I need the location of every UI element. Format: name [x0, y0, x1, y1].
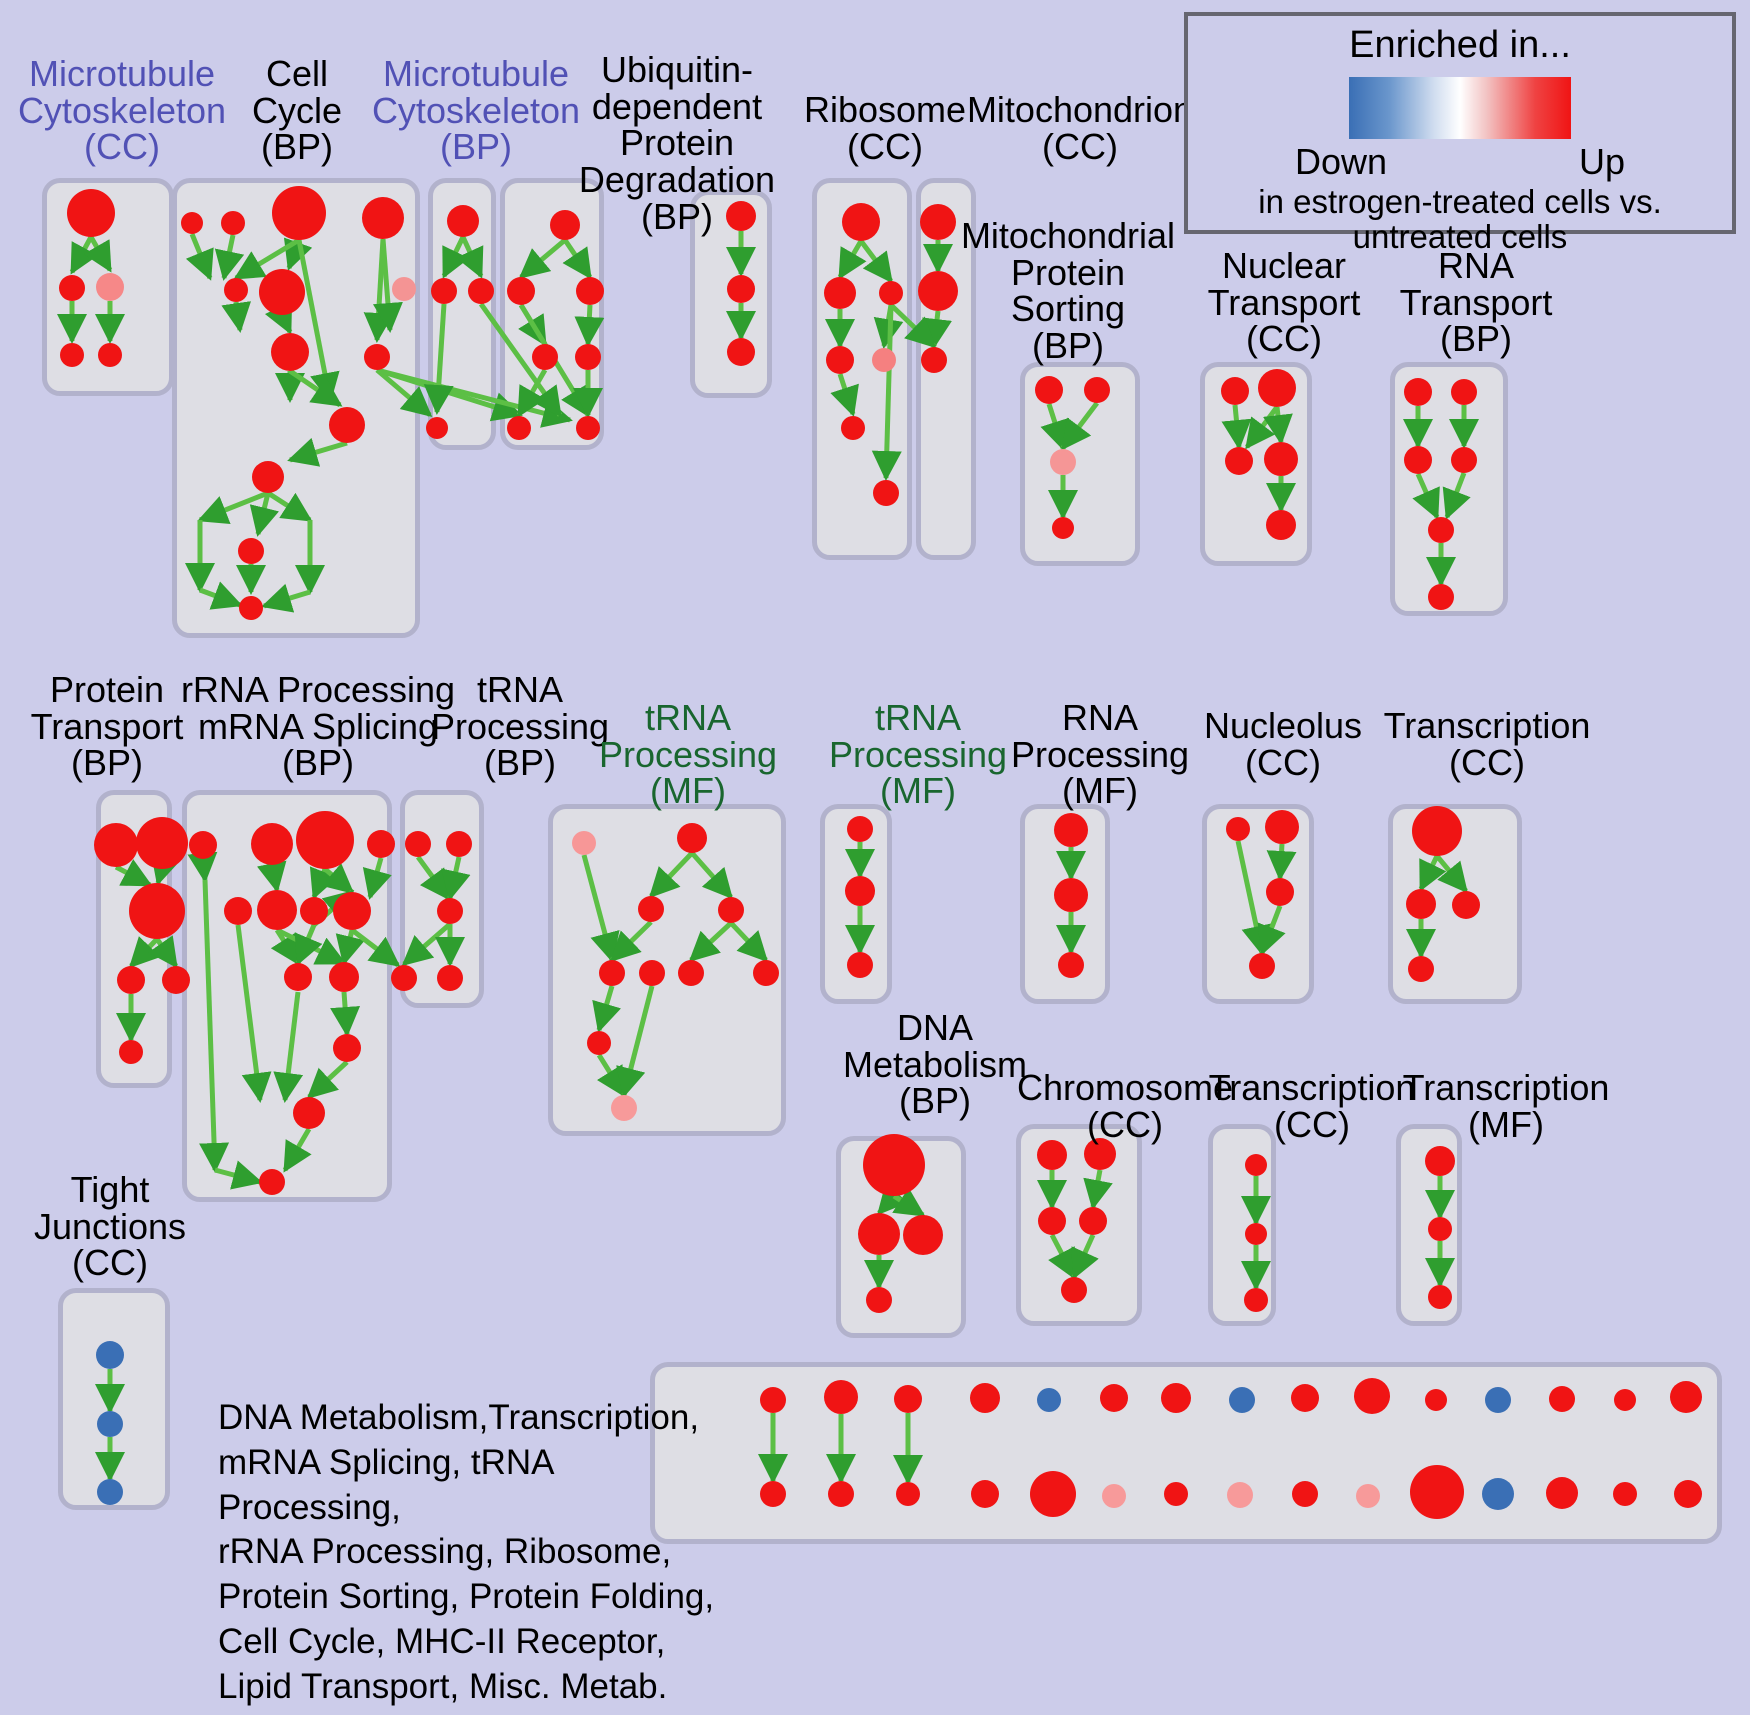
- cluster-label-trna-processing-mf-2: tRNA Processing (MF): [828, 697, 1008, 812]
- box-nucleolus: [1202, 804, 1314, 1004]
- cluster-label-transcription-mf: Transcription (MF): [1402, 1067, 1610, 1145]
- cluster-label-transcription-cc-top: Transcription (CC): [1383, 705, 1591, 783]
- box-trna-bp: [400, 790, 484, 1008]
- cluster-label-trna-processing-mf-1: tRNA Processing (MF): [598, 697, 778, 812]
- legend-title: Enriched in...: [1349, 24, 1571, 66]
- box-ribosome: [812, 178, 912, 560]
- cluster-label-ribosome-cc: Ribosome (CC): [803, 89, 967, 167]
- box-transcription-cc-bottom: [1208, 1124, 1276, 1326]
- box-microtubule-bp: [428, 178, 496, 450]
- legend-panel: Enriched in... Down Up in estrogen-treat…: [1184, 12, 1736, 254]
- box-protein-transport: [96, 790, 172, 1088]
- box-trna-mf-2: [820, 804, 892, 1004]
- legend-colorbar: [1349, 77, 1571, 139]
- cluster-label-rrna-processing-mrna-splicing-bp: rRNA Processing mRNA Splicing (BP): [180, 669, 456, 784]
- cluster-label-transcription-cc-bottom: Transcription (CC): [1208, 1067, 1416, 1145]
- cluster-label-nucleolus-cc: Nucleolus (CC): [1203, 705, 1363, 783]
- box-transcription-cc-top: [1388, 804, 1522, 1004]
- cluster-label-trna-processing-bp: tRNA Processing (BP): [430, 669, 610, 784]
- cluster-label-rna-processing-mf: RNA Processing (MF): [1010, 697, 1190, 812]
- box-misc: [650, 1362, 1722, 1544]
- box-dna-metabolism: [836, 1136, 966, 1338]
- box-mito-sorting: [1020, 362, 1140, 566]
- box-transcription-mf: [1396, 1124, 1462, 1326]
- legend-endpoints: Down Up: [1295, 141, 1625, 183]
- misc-cluster-text: DNA Metabolism,Transcription, mRNA Splic…: [218, 1398, 715, 1706]
- cluster-label-mitochondrial-protein-sorting-bp: Mitochondrial Protein Sorting (BP): [960, 215, 1176, 367]
- cluster-label-rna-transport-bp: RNA Transport (BP): [1399, 245, 1553, 360]
- box-rna-transport: [1390, 362, 1508, 616]
- box-trna-mf-1: [548, 804, 786, 1136]
- cluster-label-microtubule-cytoskeleton-cc: Microtubule Cytoskeleton (CC): [17, 53, 227, 168]
- box-nuclear-transport: [1200, 362, 1312, 566]
- cluster-label-tight-junctions-cc: Tight Junctions (CC): [33, 1169, 187, 1284]
- box-rrna-mrna: [182, 790, 392, 1202]
- cluster-label-protein-transport-bp: Protein Transport (BP): [30, 669, 184, 784]
- cluster-label-nuclear-transport-cc: Nuclear Transport (CC): [1207, 245, 1361, 360]
- legend-subtitle: in estrogen-treated cells vs. untreated …: [1258, 183, 1662, 255]
- box-chromosome: [1016, 1124, 1142, 1326]
- box-microtubule-cc: [42, 178, 174, 396]
- cluster-label-mitochondrion-cc: Mitochondrion (CC): [966, 89, 1194, 167]
- box-cell-cycle: [172, 178, 420, 638]
- box-rna-processing-mf: [1020, 804, 1110, 1004]
- cluster-label-chromosome-cc: Chromosome (CC): [1016, 1067, 1234, 1145]
- cluster-label-microtubule-cytoskeleton-bp: Microtubule Cytoskeleton (BP): [371, 53, 581, 168]
- box-tight-junctions: [58, 1288, 170, 1510]
- legend-down-label: Down: [1295, 141, 1388, 182]
- legend-up-label: Up: [1578, 141, 1625, 182]
- cluster-label-dna-metabolism-bp: DNA Metabolism (BP): [842, 1007, 1028, 1122]
- cluster-label-cell-cycle-bp: Cell Cycle (BP): [251, 53, 343, 168]
- cluster-label-ubiquitin-dependent-protein-degradation-bp: Ubiquitin- dependent Protein Degradation…: [578, 49, 776, 237]
